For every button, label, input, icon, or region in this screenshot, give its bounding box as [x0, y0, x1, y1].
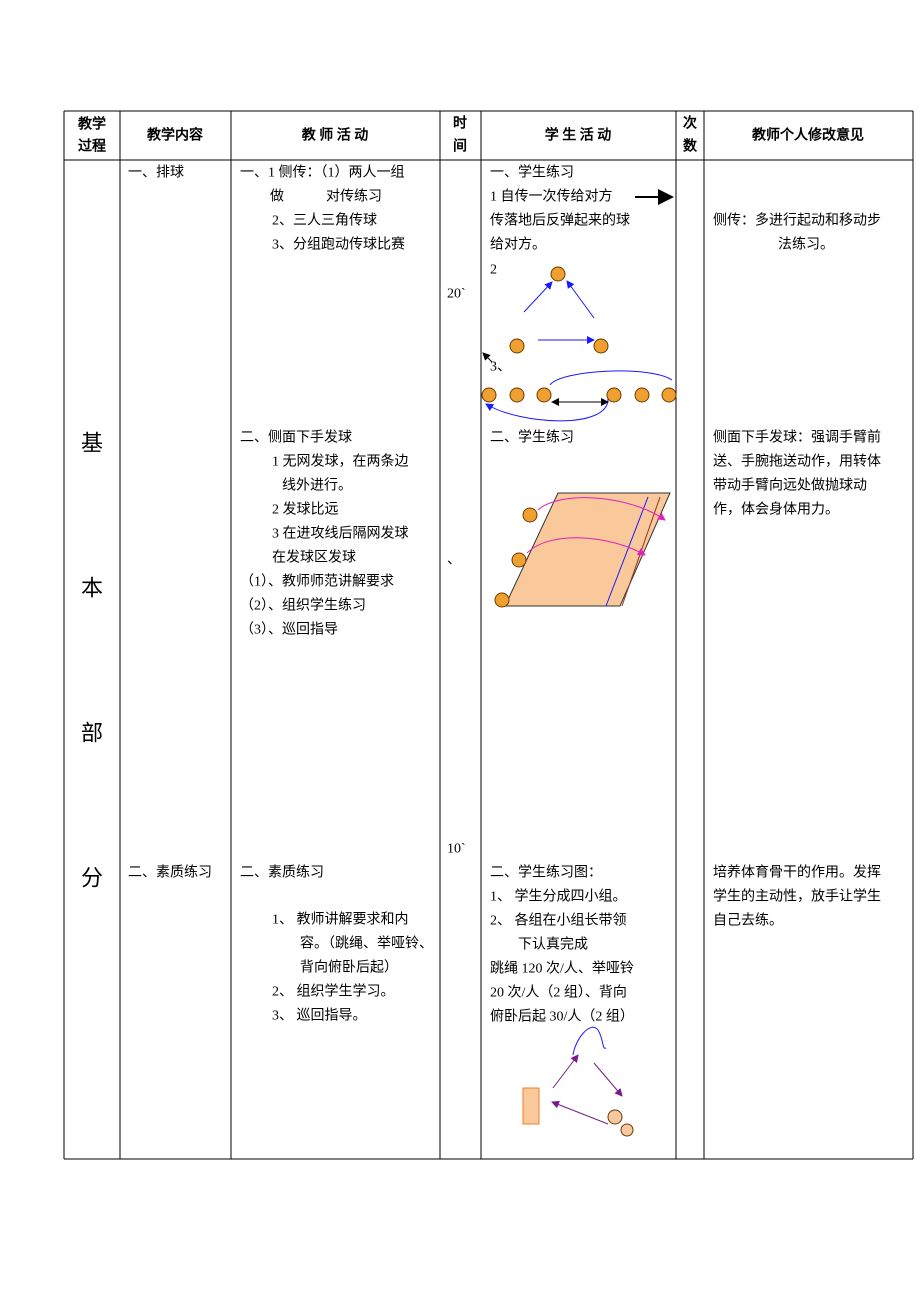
line: 1、 学生分成四小组。	[490, 889, 627, 905]
header-cell: 教学内容	[147, 127, 203, 144]
line: 20 次/人（2 组）、背向	[490, 985, 627, 1001]
student-activity: 一、学生练习 1 自传一次传给对方 传落地后反弹起来的球 给对方。 2 3、 二…	[490, 165, 634, 1025]
line: 线外进行。	[282, 478, 352, 494]
line: 带动手臂向远处做抛球动	[713, 478, 867, 494]
line: 跳绳 120 次/人、举哑铃	[490, 961, 634, 977]
header: 教学 过程 教学内容 教 师 活 动 时 间 学 生 活 动 次 数 教师个人修…	[78, 115, 864, 155]
line: 学生的主动性，放手让学生	[713, 889, 881, 905]
line: 二、素质练习	[240, 865, 324, 881]
line: 2	[490, 263, 497, 278]
diagram-pass	[481, 189, 677, 422]
header-cell: 时	[453, 115, 467, 132]
header-cell: 间	[453, 138, 467, 155]
header-cell: 教学	[78, 116, 106, 133]
line: 二、侧面下手发球	[240, 430, 352, 446]
line: （2）、组织学生练习	[240, 598, 366, 614]
line: 二、学生练习图：	[490, 865, 602, 881]
line: 一、1 侧传：（1）两人一组	[240, 165, 405, 181]
time-value: 10`	[447, 842, 466, 857]
line: 下认真完成	[518, 937, 588, 953]
line: 3、分组跑动传球比赛	[272, 237, 405, 253]
section-char: 基	[81, 431, 103, 456]
line: 培养体育骨干的作用。发挥	[713, 865, 881, 881]
line: 作，体会身体用力。	[713, 502, 839, 518]
content: 二、素质练习	[128, 865, 212, 881]
line: 在发球区发球	[272, 550, 356, 566]
line: 俯卧后起 30/人（2 组）	[490, 1009, 634, 1025]
time: 20` 、 10`	[447, 287, 466, 857]
line: 给对方。	[490, 237, 546, 253]
diagram-fitness	[522, 1027, 634, 1137]
line: 侧面下手发球：强调手臂前	[713, 429, 881, 446]
line: 3、 巡回指导。	[272, 1008, 367, 1024]
section: 基 本 部 分	[81, 431, 103, 891]
header-cell: 次	[683, 115, 697, 132]
line: 2、 组织学生学习。	[272, 984, 395, 1000]
header-cell: 教师个人修改意见	[752, 127, 864, 144]
line: 二、学生练习	[490, 430, 574, 446]
line: 3、	[490, 360, 511, 375]
line: 送、手腕拖送动作，用转体	[713, 454, 881, 470]
header-cell: 学 生 活 动	[545, 127, 612, 144]
line: 2、 各组在小组长带领	[490, 913, 627, 929]
line: 1 无网发球，在两条边	[272, 453, 409, 470]
time-value: 20`	[447, 287, 466, 302]
line: 3 在进攻线后隔网发球	[272, 526, 409, 542]
line: 容。（跳绳、举哑铃、	[300, 935, 433, 952]
line: 背向俯卧后起）	[300, 960, 398, 976]
line: 法练习。	[778, 237, 834, 253]
comments: 侧传：多进行起动和移动步 法练习。 侧面下手发球：强调手臂前 送、手腕拖送动作，…	[713, 212, 881, 929]
content: 一、排球	[128, 165, 184, 181]
teacher-activity: 一、1 侧传：（1）两人一组 做 对传练习 2、三人三角传球 3、分组跑动传球比…	[240, 165, 433, 1024]
diagram-serve	[494, 492, 671, 608]
line: 传落地后反弹起来的球	[490, 213, 630, 229]
line: 侧传：多进行起动和移动步	[713, 212, 881, 229]
table-grid	[63, 110, 914, 1160]
line: 1 自传一次传给对方	[490, 189, 613, 205]
section-char: 本	[81, 576, 103, 601]
line: 自己去练。	[713, 913, 783, 929]
line: 2、三人三角传球	[272, 213, 377, 229]
time-value: 、	[447, 553, 461, 568]
section-char: 分	[81, 866, 103, 891]
line: 做 对传练习	[270, 189, 382, 205]
header-cell: 数	[683, 138, 698, 155]
header-cell: 教 师 活 动	[302, 127, 369, 144]
section-char: 部	[81, 721, 103, 746]
line: （1）、教师师范讲解要求	[240, 573, 394, 590]
line: 2 发球比远	[272, 502, 339, 518]
line: 1、 教师讲解要求和内	[272, 912, 409, 928]
line: （3）、巡回指导	[240, 622, 338, 638]
line: 一、学生练习	[490, 165, 574, 181]
header-cell: 过程	[78, 138, 106, 155]
